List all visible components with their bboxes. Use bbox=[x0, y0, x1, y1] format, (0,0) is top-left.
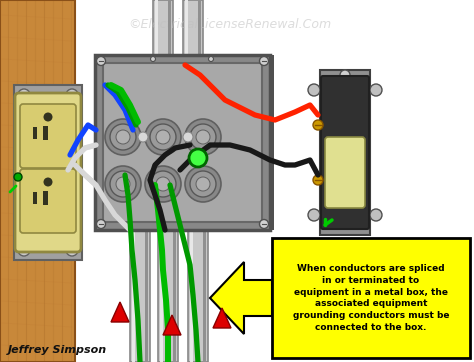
Polygon shape bbox=[0, 0, 75, 362]
Circle shape bbox=[66, 89, 78, 101]
Circle shape bbox=[145, 119, 181, 155]
FancyBboxPatch shape bbox=[325, 137, 365, 208]
FancyBboxPatch shape bbox=[321, 76, 369, 229]
Polygon shape bbox=[163, 315, 181, 335]
Circle shape bbox=[150, 124, 176, 150]
Polygon shape bbox=[210, 262, 272, 334]
FancyBboxPatch shape bbox=[95, 55, 270, 230]
FancyBboxPatch shape bbox=[14, 85, 82, 260]
Polygon shape bbox=[130, 230, 150, 362]
Circle shape bbox=[185, 166, 221, 202]
Circle shape bbox=[116, 177, 130, 191]
Circle shape bbox=[313, 120, 323, 130]
Circle shape bbox=[138, 132, 148, 142]
Text: When conductors are spliced
in or terminated to
equipment in a metal box, the
as: When conductors are spliced in or termin… bbox=[293, 264, 449, 332]
Polygon shape bbox=[160, 230, 163, 362]
Circle shape bbox=[18, 89, 30, 101]
Circle shape bbox=[209, 56, 213, 62]
Circle shape bbox=[185, 119, 221, 155]
Polygon shape bbox=[155, 0, 158, 80]
Circle shape bbox=[313, 175, 323, 185]
Polygon shape bbox=[43, 191, 48, 205]
Circle shape bbox=[340, 70, 350, 80]
Circle shape bbox=[18, 244, 30, 256]
Circle shape bbox=[44, 177, 53, 186]
Circle shape bbox=[190, 171, 216, 197]
Circle shape bbox=[339, 76, 351, 88]
Circle shape bbox=[110, 171, 136, 197]
Circle shape bbox=[308, 209, 320, 221]
Polygon shape bbox=[99, 55, 274, 230]
Circle shape bbox=[370, 84, 382, 96]
FancyBboxPatch shape bbox=[20, 104, 76, 168]
Polygon shape bbox=[33, 192, 37, 204]
Circle shape bbox=[151, 56, 155, 62]
Circle shape bbox=[97, 219, 106, 228]
Circle shape bbox=[97, 56, 106, 66]
Polygon shape bbox=[43, 126, 48, 140]
Circle shape bbox=[150, 171, 176, 197]
Polygon shape bbox=[190, 230, 193, 362]
Circle shape bbox=[116, 130, 130, 144]
Polygon shape bbox=[145, 230, 148, 362]
FancyBboxPatch shape bbox=[320, 70, 370, 235]
Polygon shape bbox=[183, 0, 203, 80]
Text: ©ElectricalLicenseRenewal.Com: ©ElectricalLicenseRenewal.Com bbox=[128, 18, 331, 31]
Polygon shape bbox=[198, 0, 201, 80]
Polygon shape bbox=[111, 302, 129, 322]
Circle shape bbox=[189, 149, 207, 167]
Circle shape bbox=[14, 173, 22, 181]
Polygon shape bbox=[203, 230, 206, 362]
Circle shape bbox=[156, 177, 170, 191]
FancyBboxPatch shape bbox=[272, 238, 470, 358]
Text: Jeffrey Simpson: Jeffrey Simpson bbox=[8, 345, 107, 355]
Polygon shape bbox=[213, 308, 231, 328]
Circle shape bbox=[259, 219, 268, 228]
Circle shape bbox=[183, 132, 193, 142]
Circle shape bbox=[259, 56, 268, 66]
Polygon shape bbox=[173, 230, 176, 362]
Polygon shape bbox=[132, 230, 135, 362]
Circle shape bbox=[44, 113, 53, 122]
FancyBboxPatch shape bbox=[103, 63, 262, 222]
Circle shape bbox=[156, 130, 170, 144]
Circle shape bbox=[196, 177, 210, 191]
Circle shape bbox=[105, 166, 141, 202]
Circle shape bbox=[190, 124, 216, 150]
Circle shape bbox=[110, 124, 136, 150]
Circle shape bbox=[145, 166, 181, 202]
Polygon shape bbox=[168, 0, 171, 80]
Polygon shape bbox=[33, 127, 37, 139]
Circle shape bbox=[370, 209, 382, 221]
Polygon shape bbox=[185, 0, 188, 80]
FancyBboxPatch shape bbox=[15, 93, 81, 252]
Polygon shape bbox=[153, 0, 173, 80]
Circle shape bbox=[196, 130, 210, 144]
Circle shape bbox=[105, 119, 141, 155]
Polygon shape bbox=[188, 230, 208, 362]
Circle shape bbox=[339, 217, 351, 229]
Circle shape bbox=[308, 84, 320, 96]
Polygon shape bbox=[158, 230, 178, 362]
Circle shape bbox=[66, 244, 78, 256]
FancyBboxPatch shape bbox=[20, 169, 76, 233]
